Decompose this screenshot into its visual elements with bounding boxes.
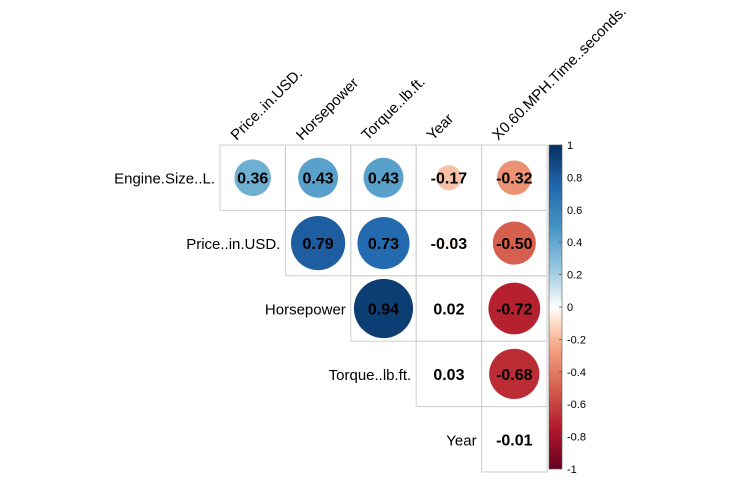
- correlation-circle: [444, 304, 454, 313]
- colorbar: 1 0.8 0.6 0.4 0.2 0 -0.2 -0.4 -0.6 -0.8 -1: [548, 140, 586, 476]
- correlation-circle: [489, 348, 540, 400]
- correlation-value: -0.32: [496, 171, 533, 188]
- correlation-value: -0.03: [431, 236, 468, 253]
- correlation-circle: [298, 157, 339, 198]
- correlation-circle: [234, 159, 271, 196]
- correlation-value: -0.72: [496, 302, 533, 319]
- row-label: Price..in.USD.: [186, 236, 280, 253]
- correlation-value: -0.17: [431, 171, 468, 188]
- colorbar-tick-label: 0.8: [567, 172, 582, 184]
- colorbar-tick-label: 0.6: [567, 205, 582, 217]
- correlation-circle: [357, 217, 410, 270]
- correlation-circle: [488, 282, 541, 335]
- colorbar-tick-label: 0.2: [567, 270, 582, 282]
- correlation-circle: [497, 160, 532, 195]
- correlation-value: 0.79: [303, 236, 334, 253]
- correlation-value: -0.01: [496, 432, 533, 449]
- correlation-values: 0.36 0.43 0.43 -0.17 -0.32 0.79 0.73 -0.03 -0.50…: [237, 171, 533, 450]
- colorbar-tick-label: -1: [567, 464, 577, 476]
- colorbar-tick-label: -0.8: [567, 432, 586, 444]
- correlation-value: 0.43: [303, 171, 334, 188]
- correlation-value: -0.50: [496, 236, 533, 253]
- colorbar-tick-label: 0.4: [567, 237, 582, 249]
- correlation-value: 0.94: [368, 302, 399, 319]
- correlation-value: 0.02: [433, 302, 464, 319]
- grid-lines: [219, 144, 548, 473]
- correlation-circles: [234, 157, 541, 443]
- row-labels: Engine.Size..L. Price..in.USD. Horsepower T…: [114, 171, 477, 450]
- row-label: Horsepower: [265, 302, 346, 319]
- correlation-value: 0.43: [368, 171, 399, 188]
- correlation-value: 0.03: [433, 367, 464, 384]
- colorbar-tick-label: -0.6: [567, 399, 586, 411]
- correlation-circle: [443, 237, 455, 249]
- correlation-circle: [290, 215, 346, 271]
- correlation-value: 0.73: [368, 236, 399, 253]
- row-label: Torque..lb.ft.: [329, 367, 412, 384]
- correlation-circle: [353, 278, 414, 339]
- row-label: Year: [446, 432, 476, 449]
- correlation-circle: [443, 368, 455, 380]
- correlation-circle: [492, 221, 536, 265]
- correlation-value: 0.36: [237, 171, 268, 188]
- colorbar-tick-label: -0.2: [567, 334, 586, 346]
- colorbar-tick-label: 1: [567, 140, 573, 152]
- correlation-circle: [511, 436, 518, 443]
- correlation-circle: [363, 157, 404, 198]
- correlation-circle: [436, 165, 462, 191]
- row-label: Engine.Size..L.: [114, 171, 215, 188]
- grid-cell: [481, 406, 548, 473]
- correlation-value: -0.68: [496, 367, 533, 384]
- colorbar-tick-label: 0: [567, 302, 573, 314]
- colorbar-tick-label: -0.4: [567, 367, 586, 379]
